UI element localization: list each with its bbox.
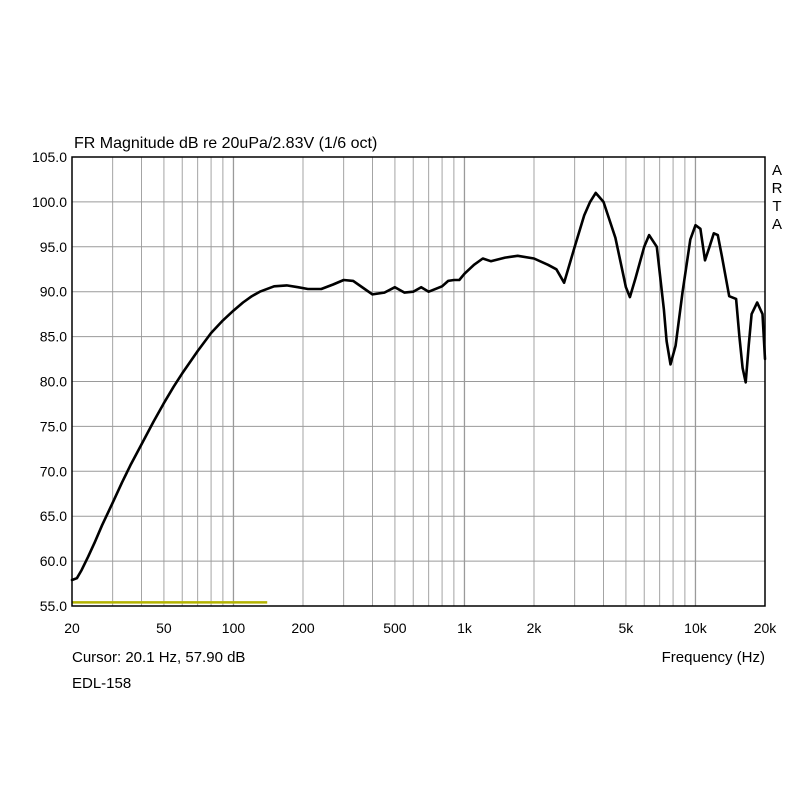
y-tick-label: 55.0: [40, 598, 67, 614]
watermark-letter: R: [772, 180, 783, 197]
y-tick-label: 65.0: [40, 508, 67, 524]
x-tick-label: 1k: [457, 620, 473, 636]
measurement-name: EDL-158: [72, 675, 131, 692]
y-tick-label: 90.0: [40, 284, 67, 300]
x-tick-label: 500: [383, 620, 407, 636]
x-tick-label: 50: [156, 620, 172, 636]
y-tick-label: 100.0: [32, 194, 67, 210]
x-tick-label: 20: [64, 620, 80, 636]
x-tick-label: 200: [291, 620, 315, 636]
y-tick-label: 85.0: [40, 329, 67, 345]
y-tick-label: 95.0: [40, 239, 67, 255]
x-tick-label: 2k: [527, 620, 543, 636]
x-tick-label: 10k: [684, 620, 708, 636]
watermark-letter: T: [772, 198, 781, 215]
y-tick-label: 105.0: [32, 149, 67, 165]
watermark-letter: A: [772, 162, 782, 179]
y-tick-label: 75.0: [40, 418, 67, 434]
y-tick-label: 70.0: [40, 463, 67, 479]
y-tick-label: 60.0: [40, 553, 67, 569]
watermark-letter: A: [772, 216, 782, 233]
cursor-readout: Cursor: 20.1 Hz, 57.90 dB: [72, 649, 245, 666]
x-tick-label: 5k: [619, 620, 635, 636]
x-axis-ticks: 20 50 100 200 500 1k 2k 5k 10k 20k: [64, 620, 777, 636]
x-tick-label: 20k: [754, 620, 778, 636]
y-axis-ticks: 105.0 100.0 95.0 90.0 85.0 80.0 75.0 70.0 65.0 60…: [32, 149, 67, 614]
y-tick-label: 80.0: [40, 374, 67, 390]
x-axis-label: Frequency (Hz): [662, 649, 765, 666]
plot-frame: [71, 156, 766, 607]
x-tick-label: 100: [222, 620, 246, 636]
series-line: [70, 191, 767, 582]
chart-title: FR Magnitude dB re 20uPa/2.83V (1/6 oct): [74, 135, 377, 152]
